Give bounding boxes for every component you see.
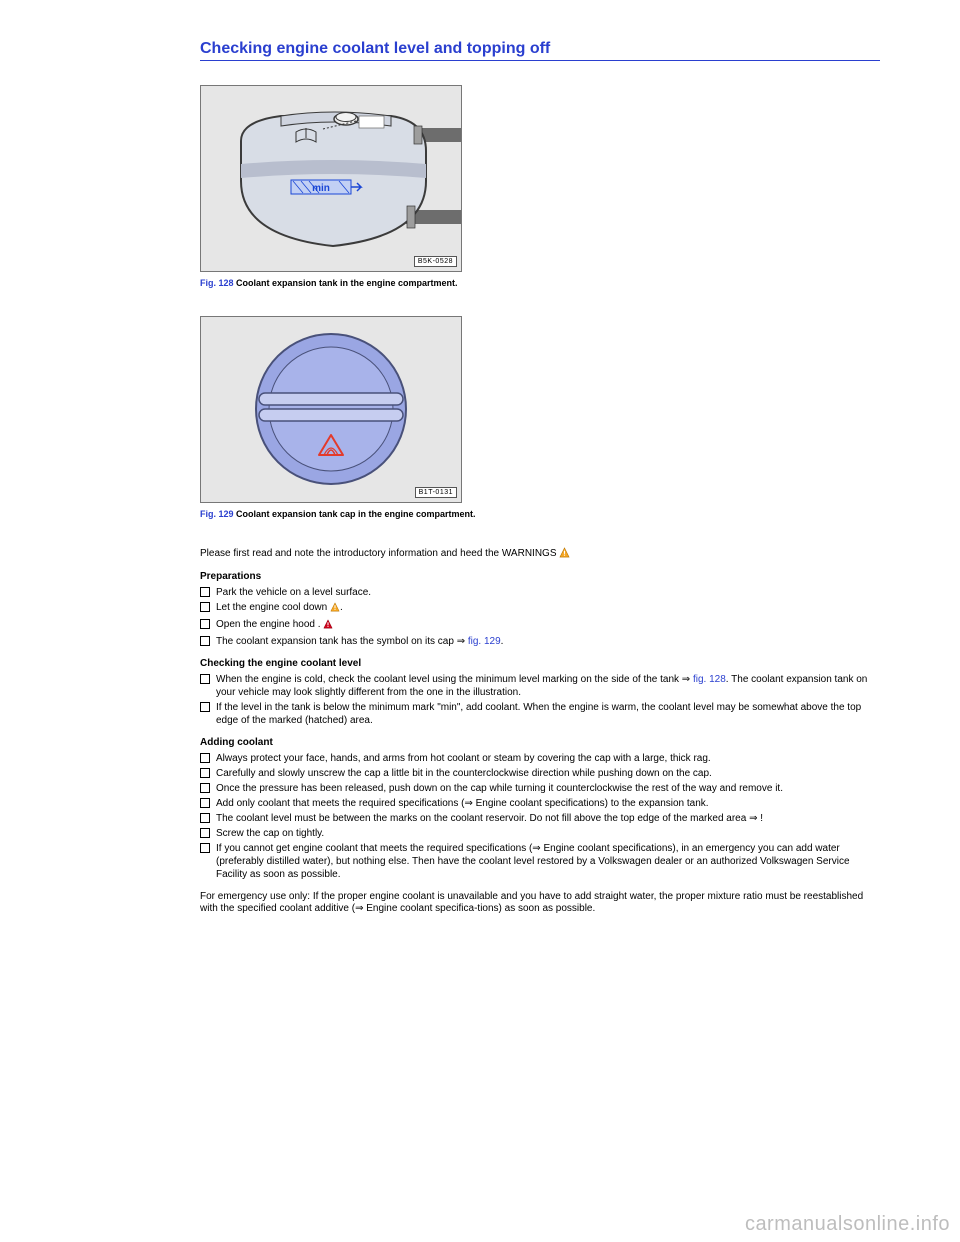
checkbox-icon bbox=[200, 798, 210, 808]
checkbox-icon bbox=[200, 828, 210, 838]
section-preparations: Park the vehicle on a level surface. Let… bbox=[200, 586, 880, 648]
list-item: Park the vehicle on a level surface. bbox=[200, 586, 880, 599]
footer-watermark: carmanualsonline.info bbox=[745, 1213, 950, 1236]
list-item: Let the engine cool down . bbox=[200, 601, 880, 616]
list-item: If you cannot get engine coolant that me… bbox=[200, 842, 880, 881]
list-item: Always protect your face, hands, and arm… bbox=[200, 752, 880, 765]
warning-icon bbox=[330, 602, 340, 616]
figure-128-caption: Fig. 128 Coolant expansion tank in the e… bbox=[200, 278, 880, 288]
figure-128: min B5K-0528 bbox=[200, 85, 462, 272]
list-item: Add only coolant that meets the required… bbox=[200, 797, 880, 810]
fig-128-link[interactable]: fig. 128 bbox=[693, 674, 726, 685]
checkbox-icon bbox=[200, 753, 210, 763]
checkbox-icon bbox=[200, 702, 210, 712]
intro-text: Please first read and note the introduct… bbox=[200, 547, 880, 563]
figure-129-id: B1T-0131 bbox=[415, 487, 457, 498]
emergency-text: For emergency use only: If the proper en… bbox=[200, 891, 880, 916]
section-adding: Always protect your face, hands, and arm… bbox=[200, 752, 880, 881]
checkbox-icon bbox=[200, 636, 210, 646]
page-title: Checking engine coolant level and toppin… bbox=[200, 40, 880, 61]
list-item: Open the engine hood . bbox=[200, 618, 880, 633]
min-label: min bbox=[312, 183, 330, 194]
section-preparations-heading: Preparations bbox=[200, 571, 880, 582]
section-checking: When the engine is cold, check the coola… bbox=[200, 673, 880, 727]
figure-129: B1T-0131 bbox=[200, 316, 462, 503]
checkbox-icon bbox=[200, 587, 210, 597]
checkbox-icon bbox=[200, 674, 210, 684]
checkbox-icon bbox=[200, 768, 210, 778]
list-item: Once the pressure has been released, pus… bbox=[200, 782, 880, 795]
checkbox-icon bbox=[200, 813, 210, 823]
figure-128-id: B5K-0528 bbox=[414, 256, 457, 267]
list-item: The coolant level must be between the ma… bbox=[200, 812, 880, 825]
figure-129-ref: Fig. 129 bbox=[200, 509, 234, 519]
manual-page: Checking engine coolant level and toppin… bbox=[0, 0, 960, 1242]
checkbox-icon bbox=[200, 843, 210, 853]
warning-icon bbox=[323, 619, 333, 633]
figure-129-caption: Fig. 129 Coolant expansion tank cap in t… bbox=[200, 509, 880, 519]
list-item: Screw the cap on tightly. bbox=[200, 827, 880, 840]
list-item: The coolant expansion tank has the symbo… bbox=[200, 635, 880, 648]
figure-128-ref: Fig. 128 bbox=[200, 278, 234, 288]
section-adding-heading: Adding coolant bbox=[200, 737, 880, 748]
list-item: Carefully and slowly unscrew the cap a l… bbox=[200, 767, 880, 780]
section-checking-heading: Checking the engine coolant level bbox=[200, 658, 880, 669]
fig-129-link[interactable]: fig. 129 bbox=[468, 636, 501, 647]
checkbox-icon bbox=[200, 602, 210, 612]
warning-icon bbox=[559, 547, 570, 563]
list-item: If the level in the tank is below the mi… bbox=[200, 701, 880, 727]
checkbox-icon bbox=[200, 783, 210, 793]
list-item: When the engine is cold, check the coola… bbox=[200, 673, 880, 699]
checkbox-icon bbox=[200, 619, 210, 629]
